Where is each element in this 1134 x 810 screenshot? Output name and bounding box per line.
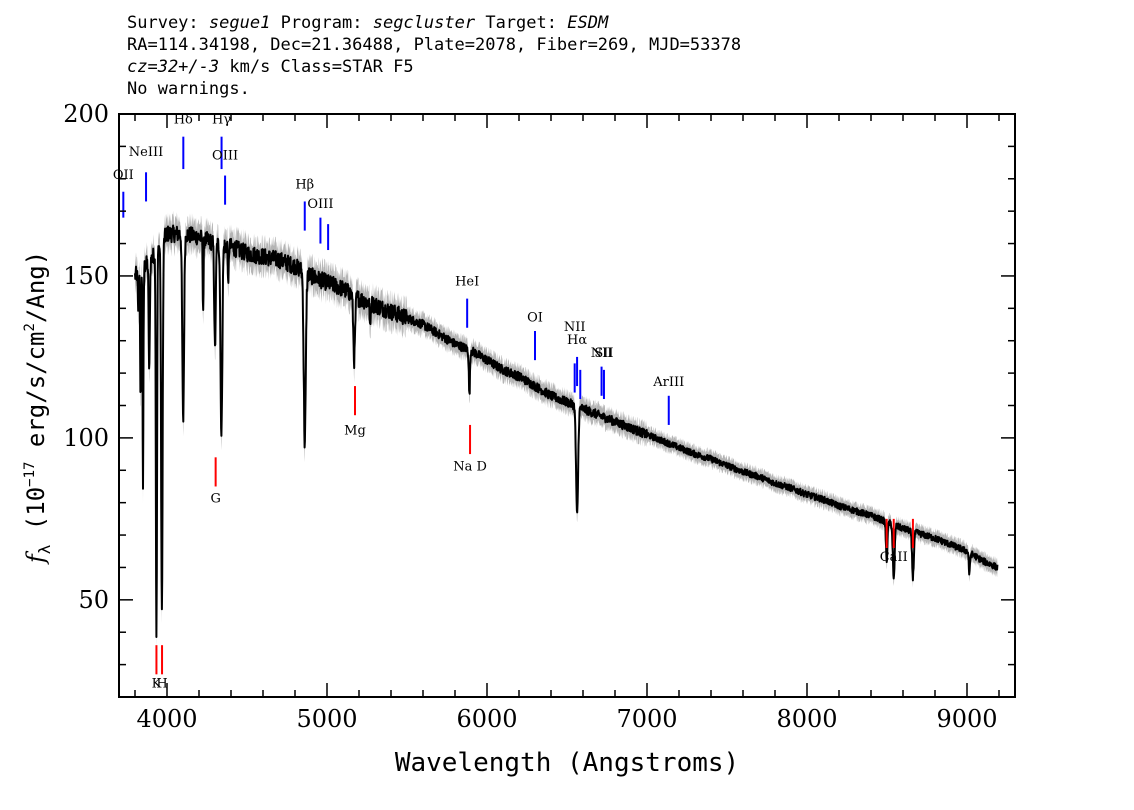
x-tick-label: 7000 — [616, 705, 677, 733]
emission-line-label: OIII — [307, 197, 333, 212]
header-line-warnings: No warnings. — [127, 79, 250, 99]
y-axis-label-exp2: 2 — [22, 323, 38, 331]
x-axis-label: Wavelength (Angstroms) — [395, 748, 739, 778]
emission-line-label: SII — [594, 346, 613, 361]
survey-value: segue1 — [208, 13, 271, 33]
y-tick-label: 100 — [63, 424, 109, 452]
x-tick-label: 5000 — [296, 705, 357, 733]
absorption-line-label: CaII — [880, 550, 908, 565]
spectrum-line — [134, 224, 999, 638]
error-band — [135, 210, 998, 652]
emission-line-label: HeI — [455, 275, 479, 290]
emission-line-label: OIII — [212, 148, 238, 163]
program-label: Program: — [280, 13, 363, 33]
emission-line-label: OI — [527, 310, 543, 325]
header-line-coordinates: RA=114.34198, Dec=21.36488, Plate=2078, … — [127, 35, 742, 55]
error-band-layer — [135, 210, 998, 652]
emission-line-label: Hβ — [295, 177, 314, 192]
absorption-line-label: H — [156, 676, 167, 691]
axis-ticks-layer: 4000 5000 6000 7000 8000 9000 50 100 150 200 — [63, 100, 1015, 733]
spectrum-layer — [134, 224, 999, 638]
absorption-line-label: G — [210, 492, 220, 507]
program-value: segcluster — [372, 13, 476, 33]
y-tick-label: 150 — [63, 262, 109, 290]
y-tick-label: 50 — [78, 586, 109, 614]
y-axis-label-open: (10 — [22, 487, 50, 545]
absorption-line-label: Mg — [344, 424, 366, 439]
survey-label: Survey: — [127, 13, 199, 33]
y-axis-label-close: /Ang) — [22, 251, 50, 323]
emission-line-label: Hα — [567, 333, 587, 348]
emission-line-label: Hδ — [174, 113, 193, 128]
y-tick-label: 200 — [63, 100, 109, 128]
header-line-survey: Survey: segue1 Program: segcluster Targe… — [127, 12, 741, 34]
y-axis-label-mid: erg/s/cm — [22, 332, 50, 462]
redshift-units-class: km/s Class=STAR F5 — [229, 57, 414, 77]
x-tick-label: 8000 — [776, 705, 837, 733]
target-label: Target: — [485, 13, 557, 33]
emission-line-label: NII — [564, 320, 586, 335]
emission-line-label: NII — [591, 346, 613, 361]
x-tick-label: 9000 — [936, 705, 997, 733]
y-axis-label-exp1: −17 — [22, 462, 38, 487]
redshift-value: cz=32+/-3 — [127, 57, 220, 77]
spectrum-header: Survey: segue1 Program: segcluster Targe… — [127, 12, 741, 100]
emission-line-label: OII — [113, 168, 134, 183]
emission-line-label: ArIII — [652, 375, 684, 390]
header-line-redshift: cz=32+/-3 km/s Class=STAR F5 — [127, 56, 741, 78]
y-axis-label: fλ (10−17 erg/s/cm2/Ang) — [22, 251, 54, 565]
x-tick-label: 4000 — [136, 705, 197, 733]
absorption-line-label: Na D — [453, 459, 487, 474]
x-tick-label: 6000 — [456, 705, 517, 733]
emission-line-label: NeIII — [129, 145, 163, 160]
target-value: ESDM — [567, 13, 609, 33]
absorption-line-label: K — [152, 676, 162, 691]
emission-line-label: Hγ — [212, 113, 231, 128]
y-axis-label-lambda: λ — [35, 544, 54, 554]
